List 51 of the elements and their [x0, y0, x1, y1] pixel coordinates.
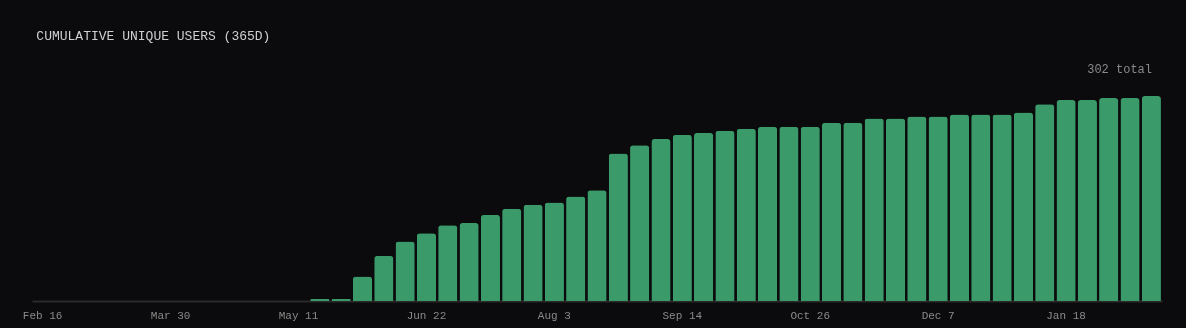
bar — [694, 132, 714, 301]
bar — [1013, 112, 1034, 301]
bar — [949, 114, 970, 301]
bar — [651, 139, 671, 301]
bar — [331, 298, 351, 301]
bar — [544, 202, 564, 301]
bar — [459, 223, 479, 301]
bar — [843, 122, 863, 301]
bar — [928, 116, 948, 301]
bar — [736, 128, 756, 301]
bar — [779, 126, 799, 301]
bar — [1120, 98, 1140, 301]
bar — [1035, 104, 1055, 301]
bar — [438, 225, 458, 301]
chart-title: CUMULATIVE UNIQUE USERS (365D) — [36, 29, 271, 44]
bar — [821, 122, 842, 301]
bar — [757, 126, 778, 301]
bar — [992, 114, 1012, 301]
bar — [310, 298, 330, 301]
bar — [502, 208, 522, 301]
bar — [1056, 100, 1076, 301]
x-tick-label: Sep 14 — [662, 309, 703, 322]
bar — [715, 130, 735, 301]
bar — [416, 233, 437, 301]
bar — [864, 118, 884, 301]
bar — [608, 153, 628, 301]
bar — [800, 126, 820, 301]
x-tick-label: Dec 7 — [921, 309, 955, 322]
x-tick-label: Oct 26 — [790, 309, 831, 322]
bar — [672, 134, 692, 301]
bar — [566, 196, 586, 301]
bar — [480, 214, 500, 301]
bar — [971, 114, 991, 301]
x-tick-label: Jan 18 — [1046, 309, 1086, 322]
bar — [1099, 98, 1119, 301]
bar — [395, 241, 415, 301]
bar — [523, 204, 543, 301]
x-tick-label: Feb 16 — [22, 309, 63, 322]
x-tick-label: Jun 22 — [406, 309, 447, 322]
bar — [1077, 100, 1097, 301]
text: 302 total — [1087, 63, 1152, 77]
x-tick-label: Aug 3 — [537, 309, 571, 322]
bar — [587, 190, 607, 301]
x-tick-label: Mar 30 — [150, 309, 191, 322]
bar — [907, 116, 927, 301]
bar — [374, 255, 394, 301]
bar — [630, 145, 650, 301]
bar — [352, 276, 373, 301]
bar — [885, 118, 906, 301]
bar — [1141, 96, 1161, 301]
x-tick-label: May 11 — [278, 309, 319, 322]
